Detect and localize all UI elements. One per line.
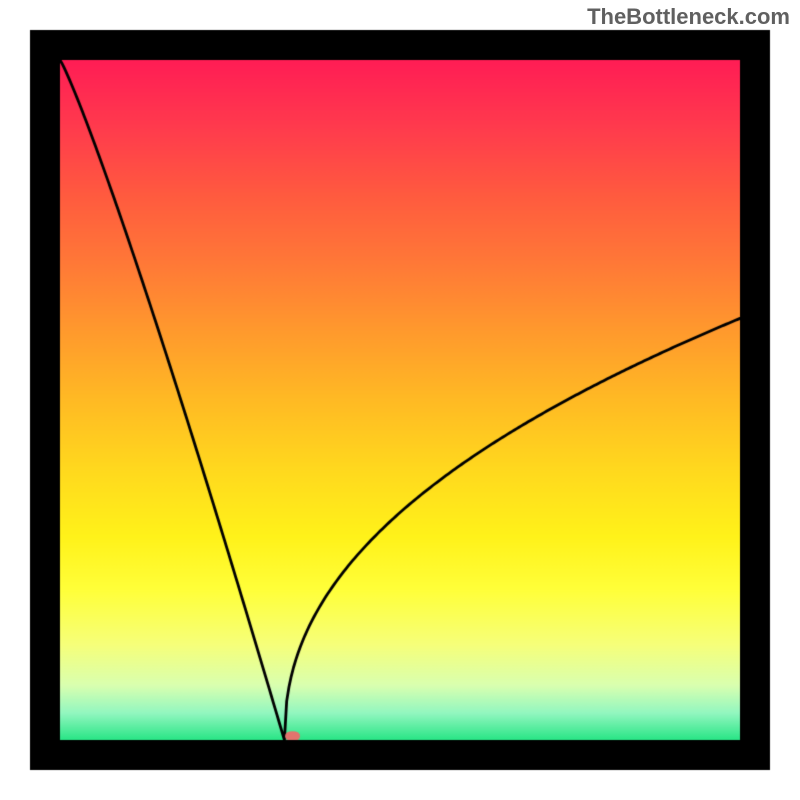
- chart-stage: TheBottleneck.com: [0, 0, 800, 800]
- attribution-watermark: TheBottleneck.com: [587, 4, 790, 30]
- bottleneck-chart-canvas: [0, 0, 800, 800]
